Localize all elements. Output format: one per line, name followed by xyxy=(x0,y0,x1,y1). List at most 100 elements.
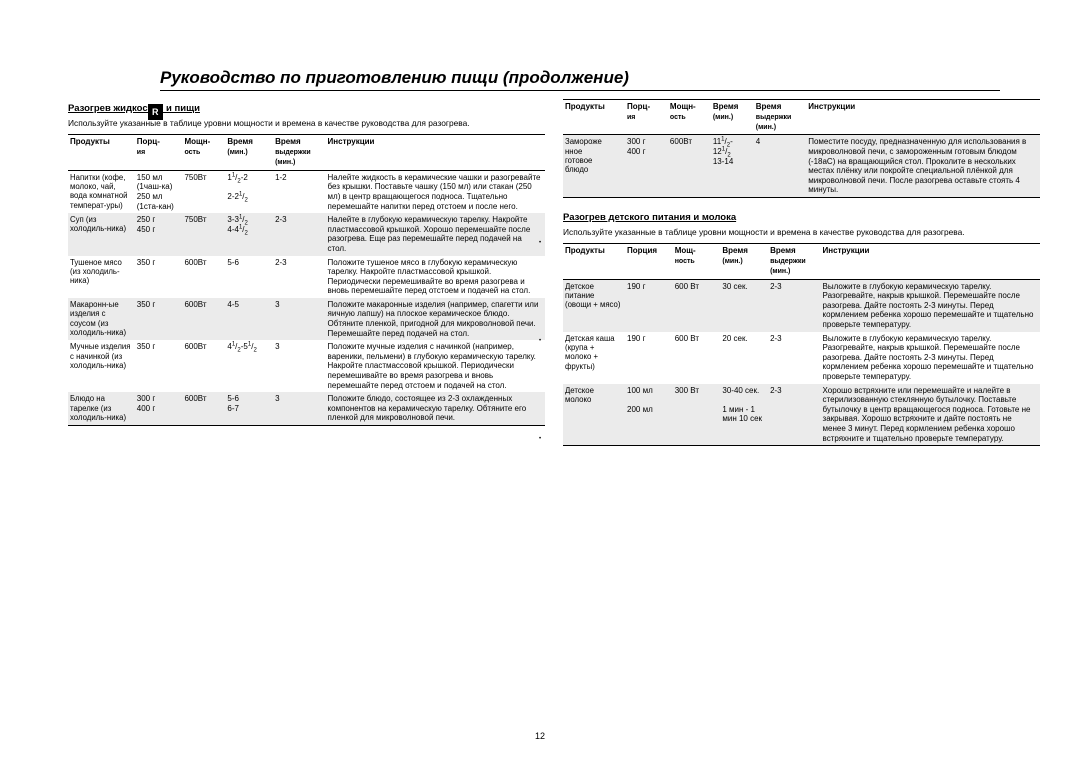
th-time: Время(мин.) xyxy=(225,135,273,170)
table-cell: 1-2 xyxy=(273,170,325,213)
table-cell: Мучные изделия с начинкой (из холодиль-н… xyxy=(68,340,135,392)
table-cell: 750Вт xyxy=(182,170,225,213)
table-cell: 190 г xyxy=(625,332,673,384)
table-cell: 3-31/24-41/2 xyxy=(225,213,273,255)
th-portion: Порц-ия xyxy=(135,135,183,170)
table-cell: 4 xyxy=(754,135,806,198)
table-cell: 150 мл (1чаш-ка)250 мл (1ста-кан) xyxy=(135,170,183,213)
document-page: Руководство по приготовлению пищи (продо… xyxy=(0,0,1080,763)
table-cell: 600 Вт xyxy=(673,332,721,384)
table-row: Детское молоко100 мл200 мл300 Вт30-40 се… xyxy=(563,384,1040,446)
table-row: Детское питание (овощи + мясо)190 г600 В… xyxy=(563,279,1040,331)
table-body: Детское питание (овощи + мясо)190 г600 В… xyxy=(563,279,1040,446)
section-intro-babyfood: Используйте указанные в таблице уровни м… xyxy=(563,227,1040,238)
th-products: Продукты xyxy=(68,135,135,170)
table-body: Напитки (кофе, молоко, чай, вода комнатн… xyxy=(68,170,545,425)
table-cell: 3 xyxy=(273,340,325,392)
table-cell: Напитки (кофе, молоко, чай, вода комнатн… xyxy=(68,170,135,213)
table-header: Продукты Порц-ия Мощн-ость Время(мин.) В… xyxy=(68,135,545,170)
table-cell: 20 сек. xyxy=(720,332,768,384)
table-cell: 111/2-121/213-14 xyxy=(711,135,754,198)
table-cell: Положите тушеное мясо в глубокую керамич… xyxy=(326,256,545,298)
table-cell: 2-3 xyxy=(273,256,325,298)
table-cell: 3 xyxy=(273,392,325,425)
section-heading-liquids: Разогрев жидкостей и пищи xyxy=(68,103,545,115)
table-cell: 5-66-7 xyxy=(225,392,273,425)
table-cell: 2-3 xyxy=(768,384,820,446)
table-liquids-food: Продукты Порц-ия Мощн-ость Время(мин.) В… xyxy=(68,134,545,426)
page-title: Руководство по приготовлению пищи (продо… xyxy=(160,68,1000,91)
table-cell: 600Вт xyxy=(182,298,225,340)
right-column: Продукты Порц-ия Мощн-ость Время(мин.) В… xyxy=(563,99,1040,446)
fold-markers: ••• xyxy=(539,240,541,442)
table-cell: Суп (из холодиль-ника) xyxy=(68,213,135,255)
th-standing: Времявыдержки(мин.) xyxy=(754,100,806,135)
table-cell: Макаронн-ые изделия с соусом (из холодил… xyxy=(68,298,135,340)
section-intro-liquids: Используйте указанные в таблице уровни м… xyxy=(68,118,545,129)
table-cell: 350 г xyxy=(135,340,183,392)
table-cell: Положите блюдо, состоящее из 2-3 охлажде… xyxy=(326,392,545,425)
table-cell: 3 xyxy=(273,298,325,340)
table-cell: Детская каша (крупа + молоко + фрукты) xyxy=(563,332,625,384)
section-heading-babyfood: Разогрев детского питания и молока xyxy=(563,212,1040,224)
table-cell: 4-5 xyxy=(225,298,273,340)
table-header: Продукты Порц-ия Мощн-ость Время(мин.) В… xyxy=(563,100,1040,135)
th-time: Время(мин.) xyxy=(711,100,754,135)
table-row: Макаронн-ые изделия с соусом (из холодил… xyxy=(68,298,545,340)
table-frozen: Продукты Порц-ия Мощн-ость Время(мин.) В… xyxy=(563,99,1040,198)
th-instructions: Инструкции xyxy=(326,135,545,170)
table-cell: 41/2-51/2 xyxy=(225,340,273,392)
table-cell: Выложите в глубокую керамическую тарелку… xyxy=(821,332,1040,384)
th-portion: Порц-ия xyxy=(625,100,668,135)
table-cell: 30-40 сек.1 мин - 1 мин 10 сек xyxy=(720,384,768,446)
table-cell: Налейте жидкость в керамические чашки и … xyxy=(326,170,545,213)
table-babyfood: Продукты Порция Мощ-ность Время(мин.) Вр… xyxy=(563,243,1040,446)
table-cell: Поместите посуду, предназначенную для ис… xyxy=(806,135,1040,198)
table-cell: 750Вт xyxy=(182,213,225,255)
table-row: Блюдо на тарелке (из холодиль-ника)300 г… xyxy=(68,392,545,425)
th-products: Продукты xyxy=(563,100,625,135)
table-cell: 600Вт xyxy=(668,135,711,198)
th-standing: Времявыдержки(мин.) xyxy=(768,244,820,279)
th-time: Время(мин.) xyxy=(720,244,768,279)
table-cell: 2-3 xyxy=(273,213,325,255)
table-cell: Положите макаронные изделия (например, с… xyxy=(326,298,545,340)
table-cell: 190 г xyxy=(625,279,673,331)
table-row: Замороженноеготовоеблюдо300 г400 г600Вт1… xyxy=(563,135,1040,198)
th-power: Мощн-ость xyxy=(668,100,711,135)
table-cell: Замороженноеготовоеблюдо xyxy=(563,135,625,198)
table-cell: 2-3 xyxy=(768,332,820,384)
table-cell: Налейте в глубокую керамическую тарелку.… xyxy=(326,213,545,255)
table-cell: 300 Вт xyxy=(673,384,721,446)
table-row: Детская каша (крупа + молоко + фрукты)19… xyxy=(563,332,1040,384)
th-instructions: Инструкции xyxy=(806,100,1040,135)
th-products: Продукты xyxy=(563,244,625,279)
table-cell: Выложите в глубокую керамическую тарелку… xyxy=(821,279,1040,331)
language-badge: R xyxy=(148,104,163,120)
table-row: Суп (из холодиль-ника)250 г450 г750Вт3-3… xyxy=(68,213,545,255)
th-instructions: Инструкции xyxy=(821,244,1040,279)
table-cell: 600Вт xyxy=(182,256,225,298)
th-standing: Времявыдержки(мин.) xyxy=(273,135,325,170)
table-cell: Положите мучные изделия с начинкой (напр… xyxy=(326,340,545,392)
table-cell: 300 г400 г xyxy=(135,392,183,425)
table-cell: 11/2-22-21/2 xyxy=(225,170,273,213)
table-cell: 5-6 xyxy=(225,256,273,298)
th-portion: Порция xyxy=(625,244,673,279)
table-cell: 300 г400 г xyxy=(625,135,668,198)
th-power: Мощ-ность xyxy=(673,244,721,279)
page-number: 12 xyxy=(535,731,545,741)
table-cell: Блюдо на тарелке (из холодиль-ника) xyxy=(68,392,135,425)
table-header: Продукты Порция Мощ-ность Время(мин.) Вр… xyxy=(563,244,1040,279)
table-cell: 2-3 xyxy=(768,279,820,331)
table-body: Замороженноеготовоеблюдо300 г400 г600Вт1… xyxy=(563,135,1040,198)
table-cell: 250 г450 г xyxy=(135,213,183,255)
table-cell: Детское молоко xyxy=(563,384,625,446)
table-cell: Тушеное мясо (из холодиль-ника) xyxy=(68,256,135,298)
table-row: Тушеное мясо (из холодиль-ника)350 г600В… xyxy=(68,256,545,298)
th-power: Мощн-ость xyxy=(182,135,225,170)
table-cell: 600Вт xyxy=(182,392,225,425)
table-cell: 30 сек. xyxy=(720,279,768,331)
table-cell: Детское питание (овощи + мясо) xyxy=(563,279,625,331)
table-cell: 350 г xyxy=(135,256,183,298)
